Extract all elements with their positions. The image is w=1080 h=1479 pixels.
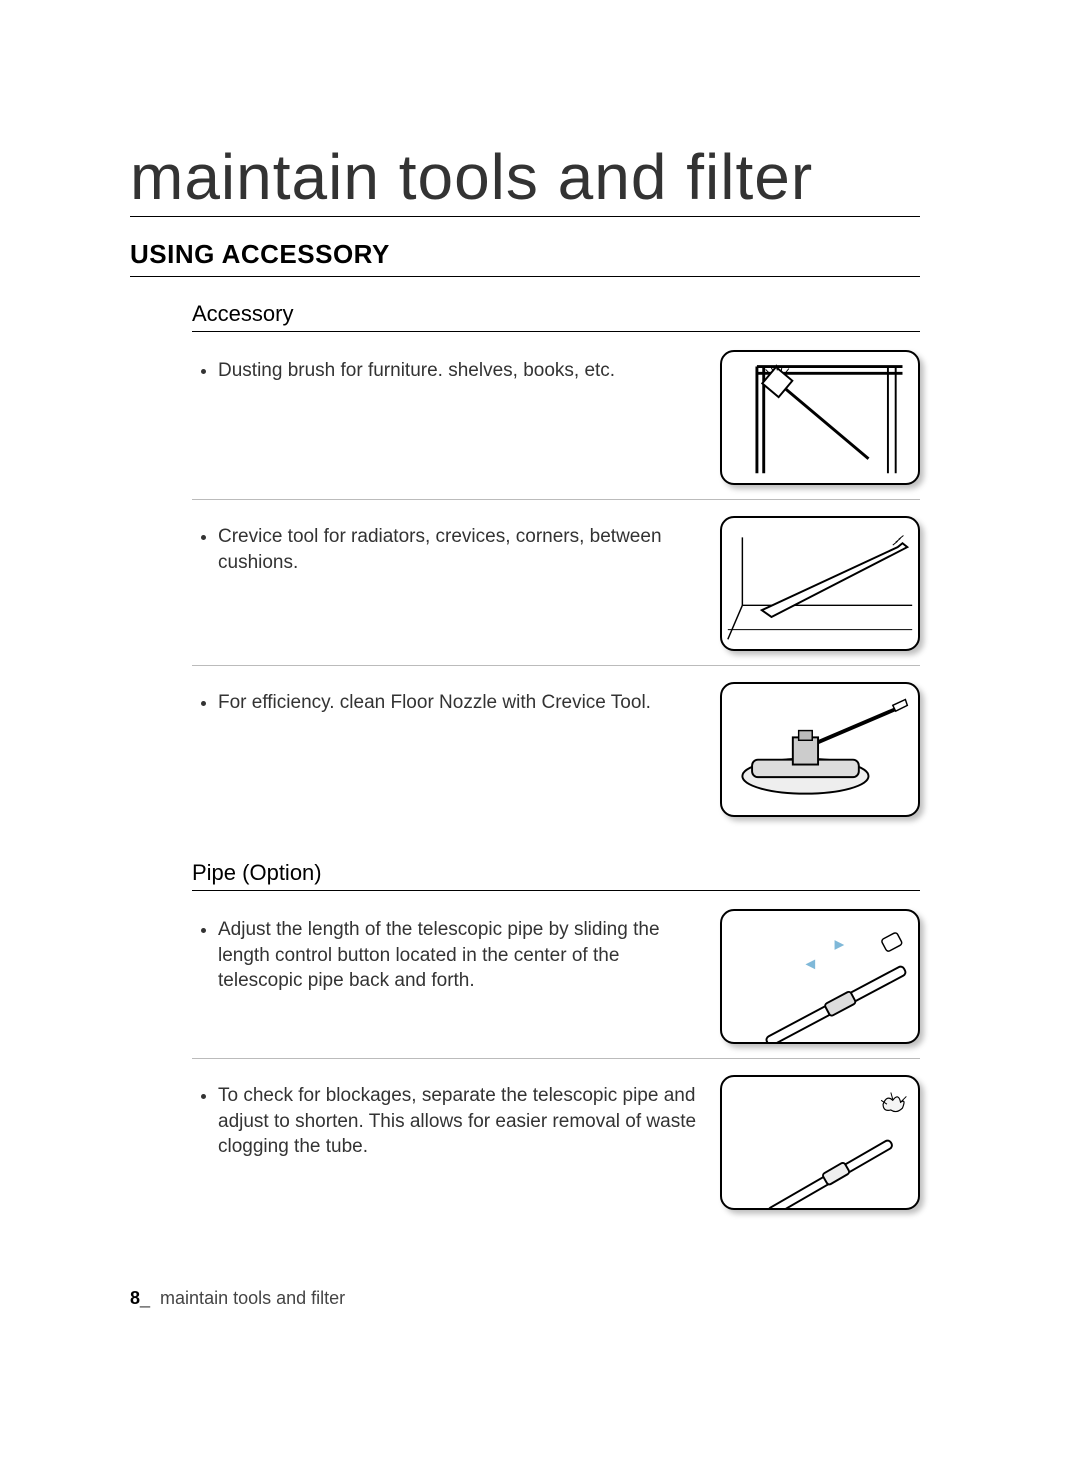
subsection-accessory: Accessory Dusting brush for furniture. s…: [192, 301, 920, 832]
bullet: Crevice tool for radiators, crevices, co…: [218, 524, 700, 575]
item-text: For efficiency. clean Floor Nozzle with …: [192, 682, 720, 716]
accessory-item: For efficiency. clean Floor Nozzle with …: [192, 682, 920, 832]
bullet: For efficiency. clean Floor Nozzle with …: [218, 690, 700, 716]
illustration-floor-nozzle: [720, 682, 920, 817]
sub-heading-pipe: Pipe (Option): [192, 860, 920, 891]
pipe-item: Adjust the length of the telescopic pipe…: [192, 909, 920, 1059]
subsection-pipe: Pipe (Option) Adjust the length of the t…: [192, 860, 920, 1225]
page-number: 8: [130, 1288, 140, 1308]
accessory-item: Crevice tool for radiators, crevices, co…: [192, 516, 920, 666]
page-footer: 8_ maintain tools and filter: [130, 1288, 345, 1309]
sub-heading-accessory: Accessory: [192, 301, 920, 332]
page-title: maintain tools and filter: [130, 140, 920, 217]
bullet: Adjust the length of the telescopic pipe…: [218, 917, 700, 994]
illustration-dusting-brush: [720, 350, 920, 485]
footer-separator: _: [140, 1288, 150, 1308]
item-text: To check for blockages, separate the tel…: [192, 1075, 720, 1160]
item-text: Adjust the length of the telescopic pipe…: [192, 909, 720, 994]
bullet: To check for blockages, separate the tel…: [218, 1083, 700, 1160]
bullet: Dusting brush for furniture. shelves, bo…: [218, 358, 700, 384]
footer-label: maintain tools and filter: [160, 1288, 345, 1308]
illustration-telescopic-adjust: [720, 909, 920, 1044]
section-heading: USING ACCESSORY: [130, 239, 920, 277]
pipe-item: To check for blockages, separate the tel…: [192, 1075, 920, 1225]
item-text: Dusting brush for furniture. shelves, bo…: [192, 350, 720, 384]
item-text: Crevice tool for radiators, crevices, co…: [192, 516, 720, 575]
illustration-crevice-tool: [720, 516, 920, 651]
accessory-item: Dusting brush for furniture. shelves, bo…: [192, 350, 920, 500]
illustration-telescopic-blockage: [720, 1075, 920, 1210]
manual-page: maintain tools and filter USING ACCESSOR…: [130, 140, 920, 1253]
